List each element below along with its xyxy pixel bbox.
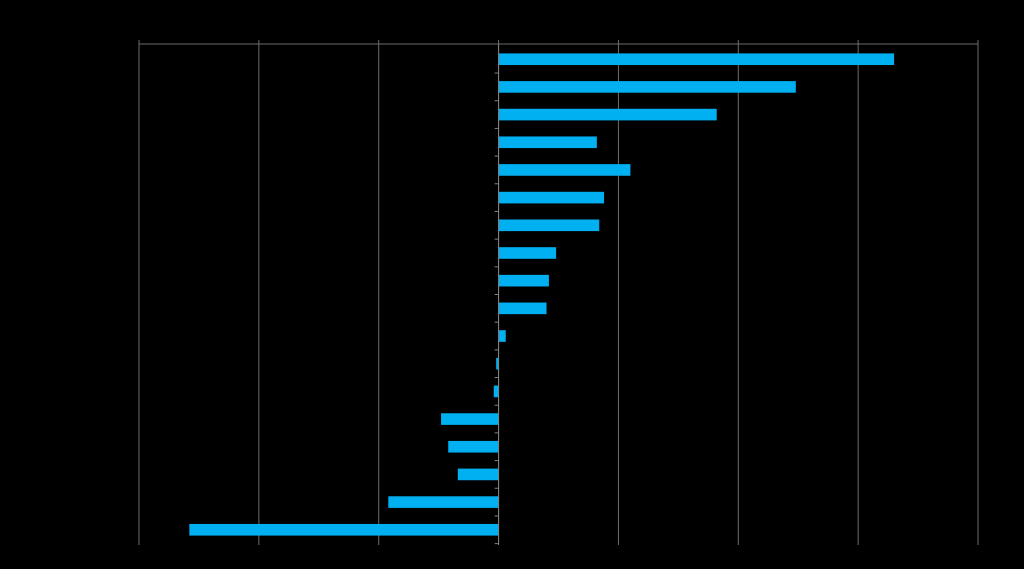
bars (189, 53, 895, 536)
bar (498, 136, 597, 149)
bar (498, 108, 717, 121)
bar (498, 274, 549, 287)
bar (498, 219, 600, 232)
bar (498, 164, 631, 176)
bar (388, 496, 499, 508)
bar (498, 53, 895, 66)
bar (441, 413, 499, 425)
bar (498, 81, 796, 93)
bar (498, 247, 557, 259)
category-axis (494, 44, 500, 545)
bar (493, 385, 499, 398)
bar (498, 330, 506, 342)
bar (457, 468, 499, 481)
bar (498, 191, 605, 204)
bar (448, 440, 499, 453)
bar (498, 302, 547, 315)
bar (496, 357, 499, 370)
gridlines (138, 40, 979, 545)
bar (189, 523, 499, 536)
